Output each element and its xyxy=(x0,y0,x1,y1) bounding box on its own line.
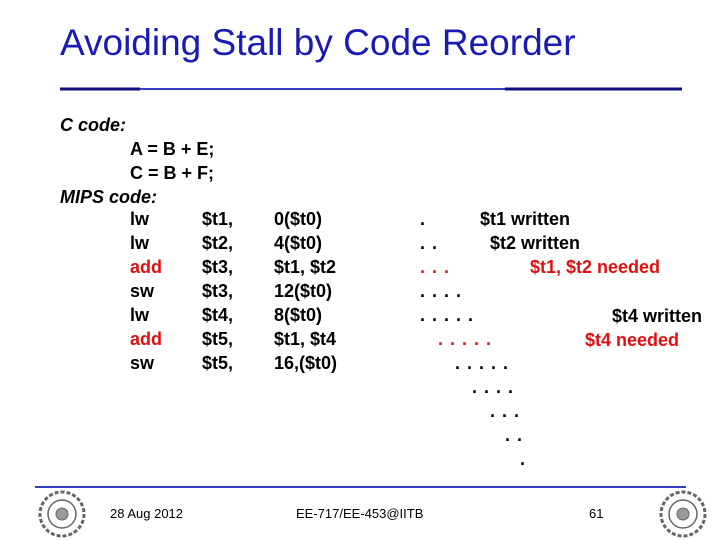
register: $t3, xyxy=(202,281,234,301)
opcode: add xyxy=(130,329,163,349)
dot-row: . . . . xyxy=(472,377,515,397)
register: $t5, xyxy=(202,329,234,349)
slide-title: Avoiding Stall by Code Reorder xyxy=(60,22,576,63)
annotation: $t1 written xyxy=(480,209,571,229)
register: $t4, xyxy=(202,305,234,325)
annotation: $t4 needed xyxy=(585,330,680,350)
operand: 0($t0) xyxy=(274,209,323,229)
dot-row: . . . xyxy=(420,257,451,277)
c-code-line: A = B + E; xyxy=(130,139,215,159)
logo xyxy=(659,490,707,538)
operand: 12($t0) xyxy=(274,281,333,301)
footer-course: EE-717/EE-453@IITB xyxy=(296,506,424,521)
dot-row: . xyxy=(520,449,527,469)
opcode: sw xyxy=(130,353,155,373)
register: $t2, xyxy=(202,233,234,253)
annotation: $t2 written xyxy=(490,233,581,253)
operand: 16,($t0) xyxy=(274,353,338,373)
operand: $t1, $t4 xyxy=(274,329,337,349)
c-code-line: C = B + F; xyxy=(130,163,215,183)
c-code-label: C code: xyxy=(60,115,127,135)
logo xyxy=(38,490,86,538)
annotation: $t1, $t2 needed xyxy=(530,257,661,277)
operand: $t1, $t2 xyxy=(274,257,337,277)
operand: 8($t0) xyxy=(274,305,323,325)
mips-code-label: MIPS code: xyxy=(60,187,158,207)
opcode: lw xyxy=(130,305,150,325)
annotation: $t4 written xyxy=(612,306,703,326)
dot-row: . . xyxy=(505,425,524,445)
dot-row: . . . . xyxy=(420,281,463,301)
dot-row: . . . xyxy=(490,401,521,421)
register: $t3, xyxy=(202,257,234,277)
dot-row: . . . . . xyxy=(438,329,493,349)
opcode: add xyxy=(130,257,163,277)
opcode: lw xyxy=(130,209,150,229)
dot-row: . . . . . xyxy=(455,353,510,373)
opcode: lw xyxy=(130,233,150,253)
register: $t5, xyxy=(202,353,234,373)
operand: 4($t0) xyxy=(274,233,323,253)
footer-page: 61 xyxy=(589,506,604,521)
register: $t1, xyxy=(202,209,234,229)
dot-row: . . xyxy=(420,233,439,253)
opcode: sw xyxy=(130,281,155,301)
footer-date: 28 Aug 2012 xyxy=(110,506,184,521)
dot-row: . xyxy=(420,209,427,229)
dot-row: . . . . . xyxy=(420,305,475,325)
